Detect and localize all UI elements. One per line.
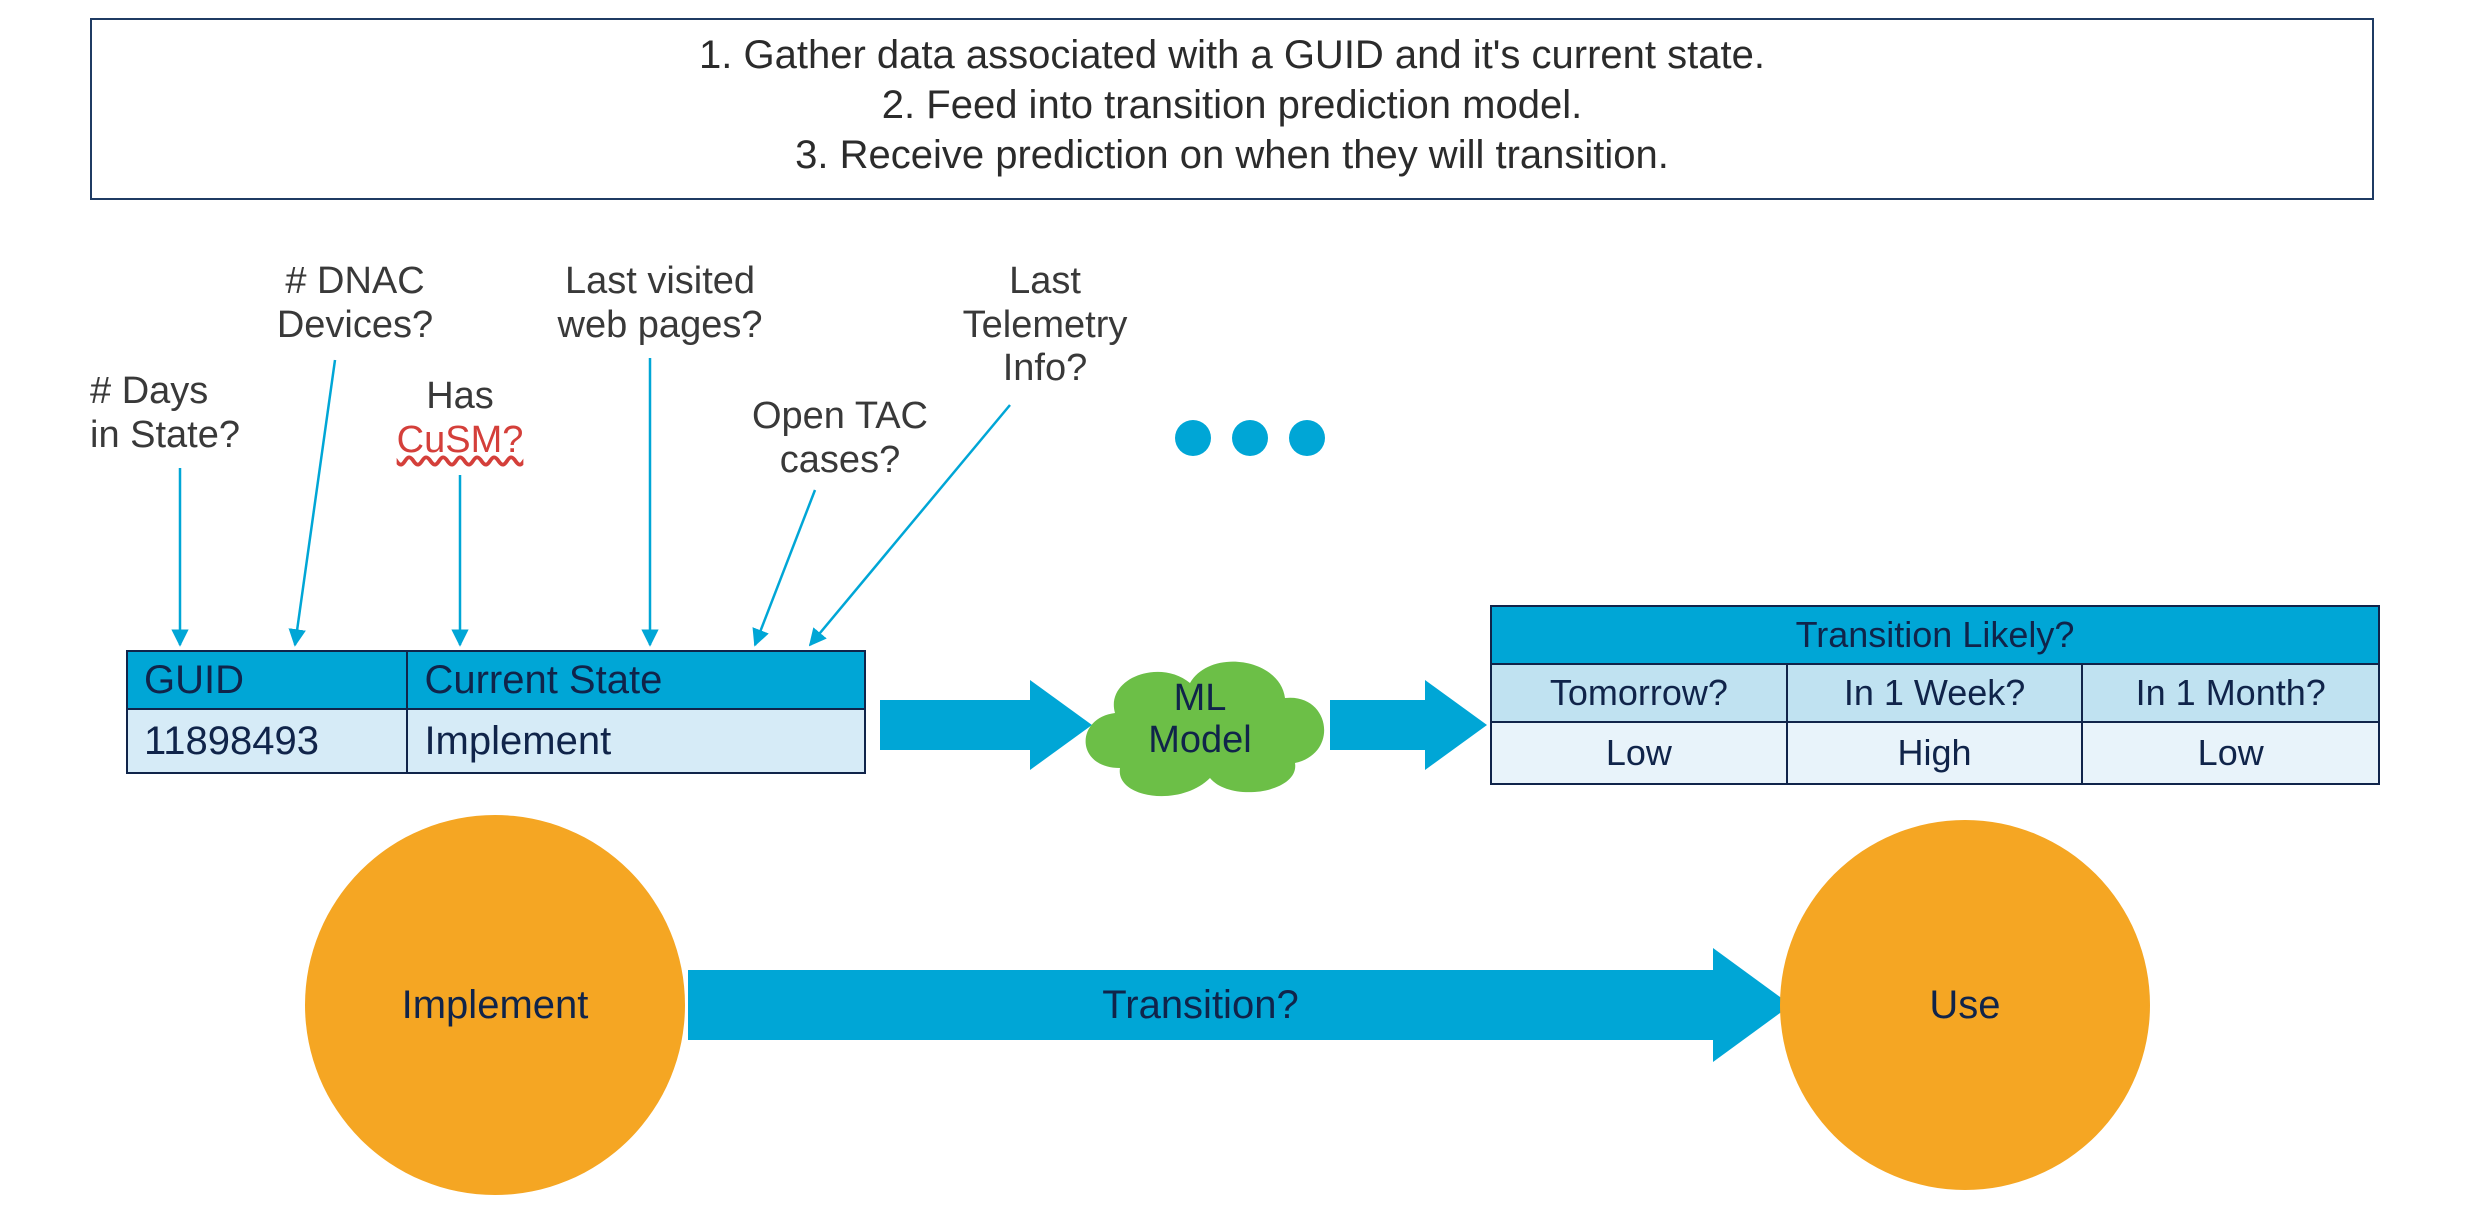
input-table-value-state: Implement — [407, 709, 865, 773]
ellipsis-dot-icon — [1175, 420, 1211, 456]
diagram-canvas: 1. Gather data associated with a GUID an… — [0, 0, 2476, 1224]
input-table-header-guid: GUID — [127, 651, 407, 709]
step-2-text: 2. Feed into transition prediction model… — [92, 80, 2372, 130]
arrow-model-to-output-icon — [1330, 700, 1425, 750]
ellipsis-dot-icon — [1232, 420, 1268, 456]
output-table: Transition Likely? Tomorrow? In 1 Week? … — [1490, 605, 2380, 785]
feature-days-in-state: # Days in State? — [90, 370, 290, 457]
step-1-text: 1. Gather data associated with a GUID an… — [92, 30, 2372, 80]
output-val-month: Low — [2082, 722, 2379, 784]
output-val-week: High — [1787, 722, 2083, 784]
input-table-value-guid: 11898493 — [127, 709, 407, 773]
output-val-tomorrow: Low — [1491, 722, 1787, 784]
output-col-month: In 1 Month? — [2082, 664, 2379, 722]
output-col-week: In 1 Week? — [1787, 664, 2083, 722]
state-use-circle: Use — [1780, 820, 2150, 1190]
input-table: GUID Current State 11898493 Implement — [126, 650, 866, 774]
feature-has-cusm: Has CuSM? — [370, 375, 550, 462]
feature-dnac-devices: # DNAC Devices? — [255, 260, 455, 347]
feature-last-telemetry: Last Telemetry Info? — [940, 260, 1150, 391]
state-implement-circle: Implement — [305, 815, 685, 1195]
state-implement-label: Implement — [402, 983, 589, 1028]
steps-box: 1. Gather data associated with a GUID an… — [90, 18, 2374, 200]
arrow-model-to-output-head-icon — [1425, 680, 1487, 770]
output-table-header: Transition Likely? — [1491, 606, 2379, 664]
ellipsis-dot-icon — [1289, 420, 1325, 456]
feature-open-tac-cases: Open TAC cases? — [730, 395, 950, 482]
arrow-input-to-model-icon — [880, 700, 1030, 750]
transition-arrow-label: Transition? — [1102, 983, 1298, 1028]
ml-model-label: MLModel — [1100, 678, 1300, 762]
feature-last-visited-web: Last visited web pages? — [530, 260, 790, 347]
state-use-label: Use — [1929, 983, 2000, 1028]
output-col-tomorrow: Tomorrow? — [1491, 664, 1787, 722]
input-table-header-state: Current State — [407, 651, 865, 709]
step-3-text: 3. Receive prediction on when they will … — [92, 130, 2372, 180]
transition-arrow-body: Transition? — [688, 970, 1713, 1040]
